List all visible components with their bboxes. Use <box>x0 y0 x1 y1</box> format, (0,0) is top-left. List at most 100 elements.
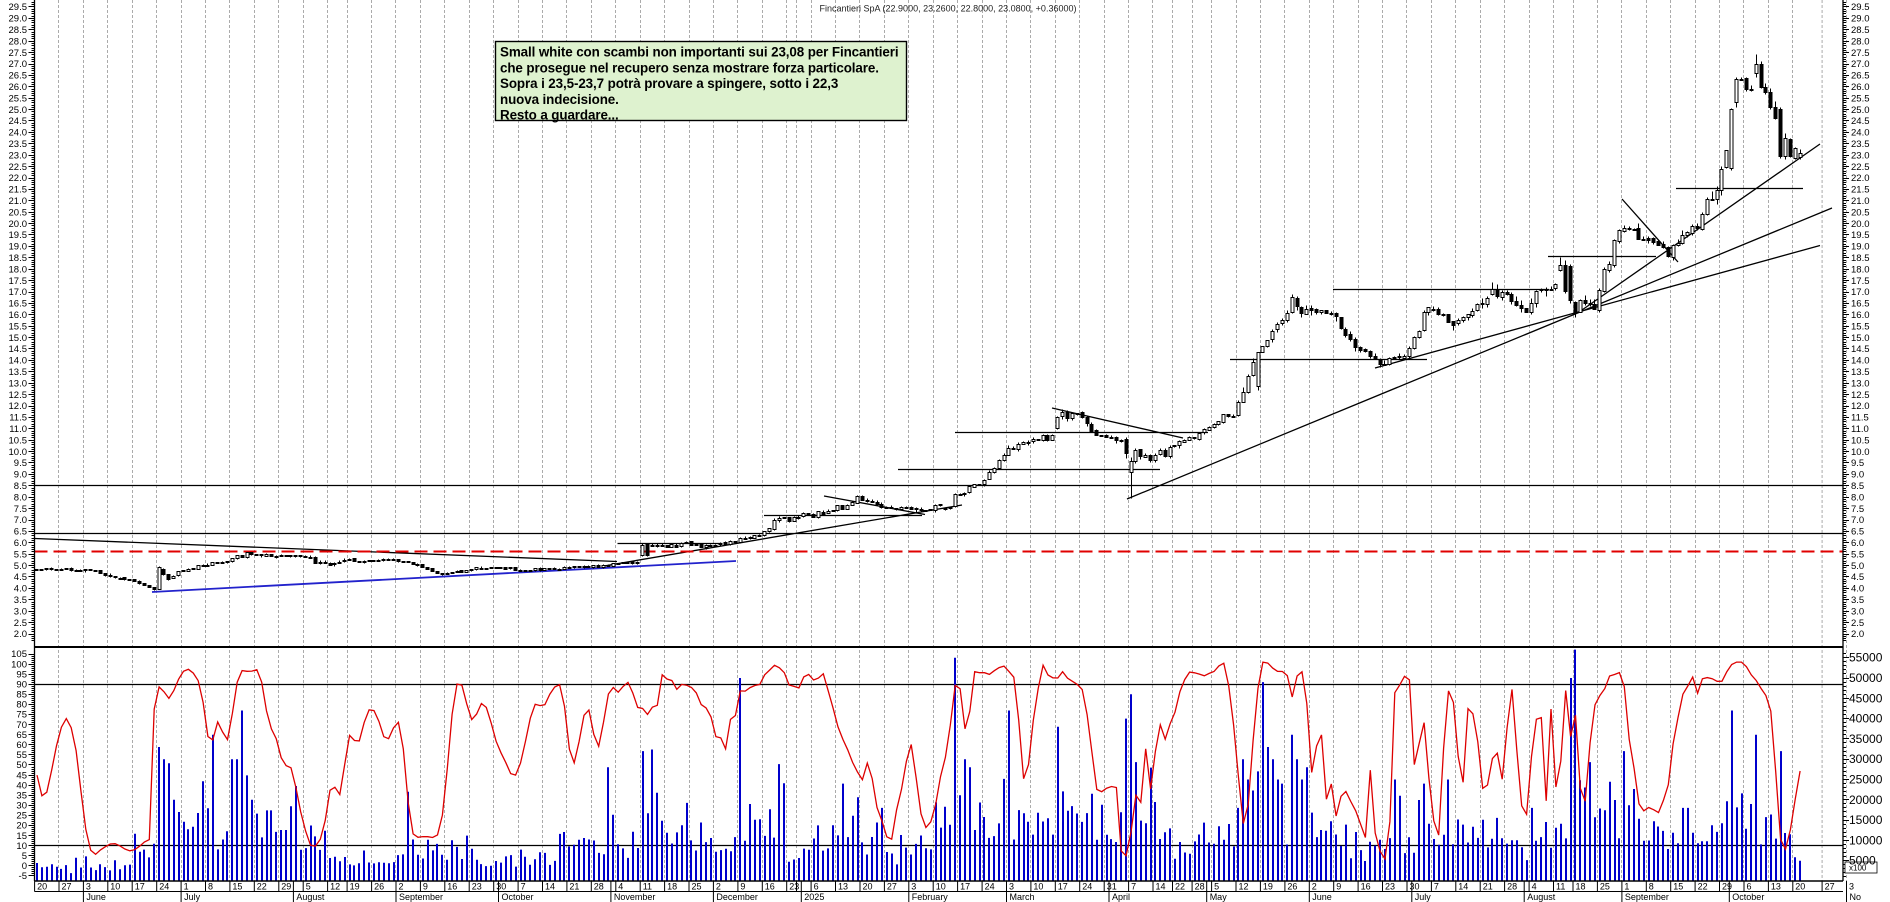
svg-text:13.0: 13.0 <box>1851 378 1870 389</box>
svg-text:26.0: 26.0 <box>1851 82 1870 93</box>
svg-text:1: 1 <box>1624 882 1629 892</box>
svg-text:5.5: 5.5 <box>14 549 27 560</box>
svg-text:12.0: 12.0 <box>1851 401 1870 412</box>
svg-text:Sopra i 23,5-23,7 potrà prova: Sopra i 23,5-23,7 potrà provare a spinge… <box>500 76 838 91</box>
svg-text:15.5: 15.5 <box>1851 321 1870 332</box>
svg-text:September: September <box>399 892 443 902</box>
svg-text:16: 16 <box>1361 882 1371 892</box>
svg-text:13.5: 13.5 <box>9 367 28 378</box>
svg-text:3.5: 3.5 <box>14 595 27 606</box>
svg-text:June: June <box>86 892 106 902</box>
svg-text:7: 7 <box>1131 882 1136 892</box>
svg-text:3: 3 <box>1009 882 1014 892</box>
svg-text:50000: 50000 <box>1849 671 1883 685</box>
svg-text:August: August <box>296 892 325 902</box>
svg-text:23.0: 23.0 <box>1851 150 1870 161</box>
svg-text:19.0: 19.0 <box>9 242 28 253</box>
svg-text:27.0: 27.0 <box>9 59 28 70</box>
svg-text:90: 90 <box>16 680 27 691</box>
svg-text:19.5: 19.5 <box>1851 230 1870 241</box>
svg-text:28.5: 28.5 <box>1851 25 1870 36</box>
svg-text:21.5: 21.5 <box>9 185 28 196</box>
svg-text:0: 0 <box>22 861 27 872</box>
svg-text:6.5: 6.5 <box>1851 527 1864 538</box>
svg-text:12: 12 <box>1239 882 1249 892</box>
svg-text:7: 7 <box>1434 882 1439 892</box>
svg-text:28.5: 28.5 <box>9 25 28 36</box>
svg-text:12.5: 12.5 <box>1851 390 1870 401</box>
svg-text:30: 30 <box>16 801 27 812</box>
svg-text:28: 28 <box>594 882 604 892</box>
svg-text:2: 2 <box>716 882 721 892</box>
svg-text:18.0: 18.0 <box>9 264 28 275</box>
svg-text:16: 16 <box>765 882 775 892</box>
svg-text:18.5: 18.5 <box>1851 253 1870 264</box>
svg-text:8: 8 <box>208 882 213 892</box>
svg-text:17.5: 17.5 <box>1851 276 1870 287</box>
svg-text:22: 22 <box>1698 882 1708 892</box>
svg-text:9.0: 9.0 <box>14 470 27 481</box>
svg-text:45: 45 <box>16 770 27 781</box>
svg-text:65: 65 <box>16 730 27 741</box>
svg-text:45000: 45000 <box>1849 691 1883 705</box>
svg-text:18.0: 18.0 <box>1851 264 1870 275</box>
svg-text:22.0: 22.0 <box>1851 173 1870 184</box>
svg-text:80: 80 <box>16 700 27 711</box>
svg-text:20: 20 <box>1795 882 1805 892</box>
svg-text:15: 15 <box>232 882 242 892</box>
svg-text:9: 9 <box>1336 882 1341 892</box>
svg-text:February: February <box>912 892 949 902</box>
svg-text:40: 40 <box>16 780 27 791</box>
svg-text:10.5: 10.5 <box>1851 435 1870 446</box>
svg-text:nuova indecisione.: nuova indecisione. <box>500 92 619 107</box>
svg-text:29.5: 29.5 <box>9 2 28 13</box>
svg-text:5.5: 5.5 <box>1851 549 1864 560</box>
svg-text:15.5: 15.5 <box>9 321 28 332</box>
svg-text:25.0: 25.0 <box>1851 105 1870 116</box>
svg-text:30: 30 <box>496 882 506 892</box>
svg-text:7.0: 7.0 <box>1851 515 1864 526</box>
svg-text:18: 18 <box>1576 882 1586 892</box>
svg-text:5: 5 <box>306 882 311 892</box>
svg-text:24.0: 24.0 <box>9 128 28 139</box>
svg-text:27: 27 <box>887 882 897 892</box>
svg-text:14.5: 14.5 <box>9 344 28 355</box>
svg-text:5000: 5000 <box>1849 854 1876 868</box>
svg-text:Resto a guardare...: Resto a guardare... <box>500 108 619 123</box>
svg-text:December: December <box>716 892 758 902</box>
svg-text:June: June <box>1312 892 1332 902</box>
svg-text:1: 1 <box>184 882 189 892</box>
svg-text:21: 21 <box>1483 882 1493 892</box>
svg-text:60: 60 <box>16 740 27 751</box>
svg-text:September: September <box>1625 892 1669 902</box>
svg-text:75: 75 <box>16 710 27 721</box>
svg-text:2.0: 2.0 <box>14 629 27 640</box>
svg-text:14: 14 <box>1156 882 1166 892</box>
svg-text:27.0: 27.0 <box>1851 59 1870 70</box>
svg-text:May: May <box>1210 892 1228 902</box>
svg-text:18.5: 18.5 <box>9 253 28 264</box>
svg-text:16: 16 <box>447 882 457 892</box>
svg-text:28: 28 <box>1507 882 1517 892</box>
svg-text:14.0: 14.0 <box>1851 356 1870 367</box>
svg-text:23: 23 <box>472 882 482 892</box>
svg-text:40000: 40000 <box>1849 712 1883 726</box>
svg-text:12.5: 12.5 <box>9 390 28 401</box>
svg-text:24: 24 <box>1082 882 1092 892</box>
svg-text:95: 95 <box>16 669 27 680</box>
svg-text:27: 27 <box>62 882 72 892</box>
svg-text:14.0: 14.0 <box>9 356 28 367</box>
svg-text:17: 17 <box>1058 882 1068 892</box>
svg-text:12: 12 <box>330 882 340 892</box>
svg-text:31: 31 <box>1107 882 1117 892</box>
svg-text:Small white con scambi non imp: Small white con scambi non importanti su… <box>500 45 899 60</box>
svg-text:26: 26 <box>1287 882 1297 892</box>
svg-text:30000: 30000 <box>1849 752 1883 766</box>
svg-text:15: 15 <box>16 831 27 842</box>
svg-text:28.0: 28.0 <box>9 36 28 47</box>
svg-text:30: 30 <box>1410 882 1420 892</box>
svg-text:25: 25 <box>692 882 702 892</box>
svg-text:22.5: 22.5 <box>1851 162 1870 173</box>
svg-text:13: 13 <box>838 882 848 892</box>
svg-text:No: No <box>1850 892 1862 902</box>
